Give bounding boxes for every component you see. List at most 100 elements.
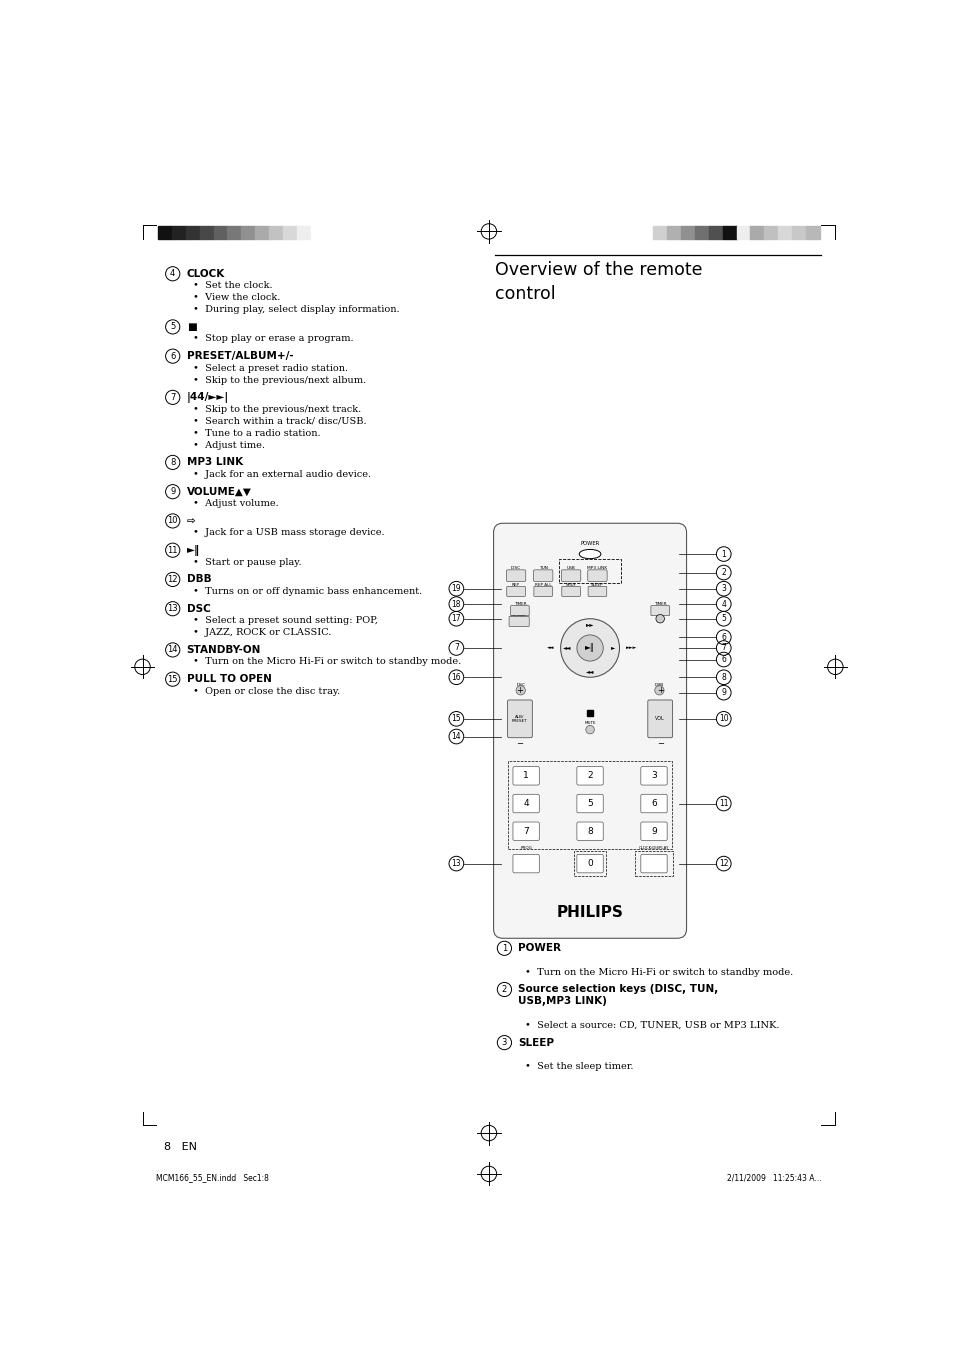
- Bar: [666, 227, 680, 239]
- Text: •  Tune to a radio station.: • Tune to a radio station.: [193, 428, 320, 438]
- Text: ►‖: ►‖: [187, 544, 199, 555]
- Text: 7: 7: [720, 643, 725, 653]
- Text: REP: REP: [512, 584, 519, 588]
- Bar: [763, 227, 778, 239]
- Text: PULL TO OPEN: PULL TO OPEN: [187, 674, 272, 684]
- Text: PROG: PROG: [519, 846, 532, 850]
- FancyBboxPatch shape: [506, 586, 525, 596]
- Text: 2: 2: [501, 985, 506, 994]
- Bar: [721, 227, 736, 239]
- Circle shape: [656, 615, 664, 623]
- FancyBboxPatch shape: [560, 570, 580, 581]
- Text: 10: 10: [719, 715, 728, 723]
- Bar: [241, 227, 255, 239]
- Text: •  Adjust time.: • Adjust time.: [193, 440, 265, 450]
- Text: ◄◄: ◄◄: [546, 646, 554, 650]
- Text: 5: 5: [170, 323, 175, 331]
- Text: MP3 LINK: MP3 LINK: [587, 566, 607, 570]
- Text: •  Stop play or erase a program.: • Stop play or erase a program.: [193, 334, 354, 343]
- Text: Source selection keys (DISC, TUN,: Source selection keys (DISC, TUN,: [517, 985, 718, 994]
- Text: DBB: DBB: [187, 574, 211, 585]
- FancyBboxPatch shape: [647, 700, 672, 738]
- Text: TIMER: TIMER: [653, 603, 666, 607]
- Text: 0: 0: [587, 859, 593, 869]
- Text: •  Turn on the Micro Hi-Fi or switch to standby mode.: • Turn on the Micro Hi-Fi or switch to s…: [193, 658, 460, 666]
- Text: MP3 LINK: MP3 LINK: [187, 458, 243, 467]
- Text: ALB/
PRESET: ALB/ PRESET: [512, 715, 527, 723]
- Text: VOLUME▲▼: VOLUME▲▼: [187, 486, 252, 497]
- Bar: [158, 227, 172, 239]
- Text: 1: 1: [522, 771, 529, 781]
- Text: PRESET/ALBUM+/-: PRESET/ALBUM+/-: [187, 351, 293, 361]
- Text: 2: 2: [720, 567, 725, 577]
- Bar: [653, 227, 666, 239]
- Circle shape: [585, 725, 594, 734]
- FancyBboxPatch shape: [507, 700, 532, 738]
- Text: 4: 4: [720, 600, 725, 608]
- Text: 16: 16: [451, 673, 460, 682]
- Text: TUN: TUN: [538, 566, 547, 570]
- Text: •  Open or close the disc tray.: • Open or close the disc tray.: [193, 686, 340, 696]
- Text: 9: 9: [651, 827, 657, 836]
- Text: SLEEP: SLEEP: [517, 1038, 554, 1047]
- Text: 1: 1: [501, 944, 506, 952]
- Bar: [172, 227, 186, 239]
- Text: ►►►: ►►►: [625, 646, 637, 650]
- Bar: [283, 227, 296, 239]
- Text: REP ALL: REP ALL: [535, 584, 551, 588]
- Text: 6: 6: [720, 632, 725, 642]
- Text: 15: 15: [451, 715, 460, 723]
- Text: 14: 14: [451, 732, 460, 742]
- FancyBboxPatch shape: [587, 586, 606, 596]
- FancyBboxPatch shape: [640, 854, 666, 873]
- FancyBboxPatch shape: [513, 854, 538, 873]
- Text: 4: 4: [523, 798, 528, 808]
- Text: 3: 3: [651, 771, 657, 781]
- Text: ON/OFF: ON/OFF: [510, 615, 526, 619]
- FancyBboxPatch shape: [493, 523, 686, 939]
- Text: 12: 12: [168, 576, 178, 584]
- Text: 9: 9: [720, 688, 725, 697]
- Text: •  Jack for a USB mass storage device.: • Jack for a USB mass storage device.: [193, 528, 384, 538]
- FancyBboxPatch shape: [640, 794, 666, 813]
- Text: •  JAZZ, ROCK or CLASSIC.: • JAZZ, ROCK or CLASSIC.: [193, 628, 331, 638]
- Bar: [296, 227, 311, 239]
- Text: 15: 15: [168, 674, 178, 684]
- Bar: [791, 227, 805, 239]
- FancyBboxPatch shape: [513, 794, 538, 813]
- Text: ►‖: ►‖: [584, 643, 595, 653]
- FancyBboxPatch shape: [561, 586, 579, 596]
- Text: CLOCK/DISPLAY: CLOCK/DISPLAY: [639, 846, 668, 850]
- Text: 8: 8: [720, 673, 725, 682]
- Circle shape: [560, 619, 618, 677]
- Text: STANDBY-ON: STANDBY-ON: [187, 644, 261, 655]
- Text: −: −: [656, 739, 663, 748]
- Text: 5: 5: [587, 798, 593, 808]
- Text: 12: 12: [719, 859, 728, 869]
- Text: 8   EN: 8 EN: [164, 1142, 197, 1152]
- Text: 11: 11: [719, 798, 728, 808]
- Circle shape: [654, 686, 663, 694]
- Text: 7: 7: [170, 393, 175, 401]
- Text: 9: 9: [170, 488, 175, 496]
- Bar: [269, 227, 283, 239]
- Text: SHUF: SHUF: [565, 584, 576, 588]
- Text: •  Skip to the previous/next track.: • Skip to the previous/next track.: [193, 405, 361, 413]
- Text: +: +: [656, 686, 663, 696]
- Bar: [311, 227, 324, 239]
- Bar: [680, 227, 694, 239]
- Text: +: +: [516, 686, 523, 696]
- Text: ►►: ►►: [585, 623, 594, 627]
- Text: 2: 2: [587, 771, 592, 781]
- Text: 19: 19: [451, 584, 460, 593]
- Text: control: control: [495, 285, 556, 304]
- Circle shape: [516, 686, 525, 694]
- Text: •  Select a preset radio station.: • Select a preset radio station.: [193, 363, 348, 373]
- Circle shape: [577, 635, 602, 661]
- Text: 6: 6: [720, 655, 725, 665]
- Text: −: −: [516, 739, 523, 748]
- Text: •  View the clock.: • View the clock.: [193, 293, 280, 303]
- Text: 3: 3: [720, 584, 725, 593]
- Text: 5: 5: [720, 615, 725, 623]
- FancyBboxPatch shape: [577, 854, 602, 873]
